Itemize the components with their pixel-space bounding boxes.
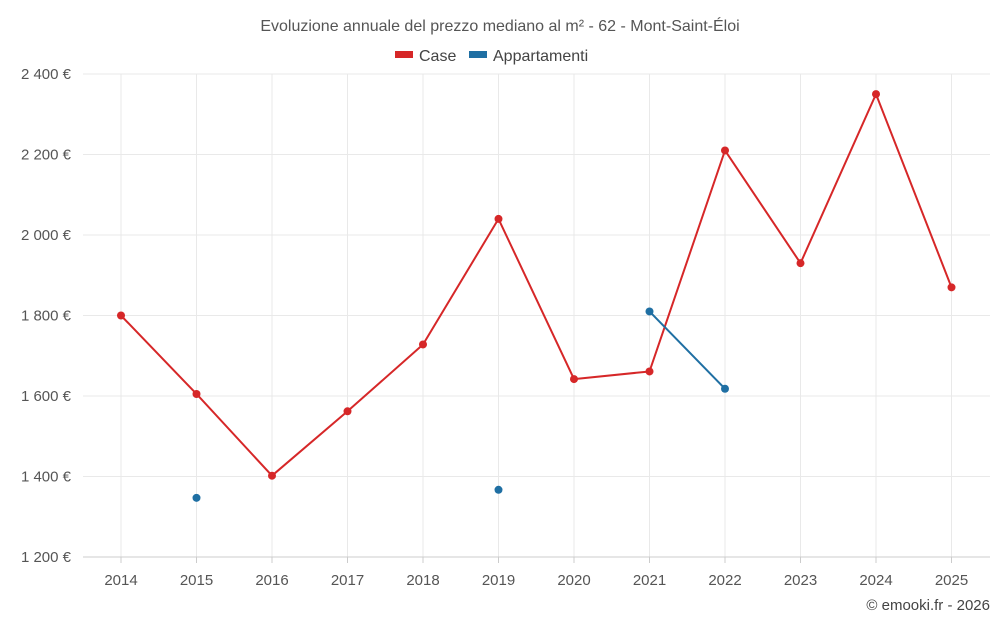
legend[interactable]: Case Appartamenti	[395, 48, 588, 65]
chart-title: Evoluzione annuale del prezzo mediano al…	[260, 16, 739, 35]
legend-label-appartamenti: Appartamenti	[493, 48, 588, 65]
data-point[interactable]	[343, 407, 352, 416]
x-axis-ticks: 2014 2015 2016 2017 2018 2019 2020 2021 2022 2023…	[104, 572, 968, 589]
x-tick-label: 2019	[482, 572, 515, 589]
axes	[83, 556, 990, 563]
data-point[interactable]	[192, 493, 201, 502]
data-point[interactable]	[570, 375, 578, 384]
data-point[interactable]	[192, 389, 201, 398]
series-case	[117, 90, 956, 480]
data-point[interactable]	[645, 307, 654, 316]
legend-item-appartamenti[interactable]: Appartamenti	[469, 48, 588, 65]
data-point[interactable]	[796, 259, 805, 268]
data-point[interactable]	[645, 367, 654, 376]
series-appartamenti	[192, 307, 729, 502]
data-point[interactable]	[494, 214, 503, 223]
y-tick-label: 2 400 €	[21, 66, 72, 83]
x-tick-label: 2014	[104, 572, 137, 589]
x-tick-label: 2016	[255, 572, 288, 589]
legend-item-case[interactable]: Case	[395, 48, 456, 65]
legend-swatch-case	[395, 51, 413, 58]
series-layer	[117, 90, 956, 502]
y-tick-label: 1 200 €	[21, 549, 72, 566]
series-line	[120, 93, 953, 477]
legend-label-case: Case	[419, 48, 456, 65]
x-tick-label: 2017	[331, 572, 364, 589]
x-tick-label: 2022	[708, 572, 741, 589]
x-tick-label: 2015	[180, 572, 213, 589]
x-tick-label: 2024	[859, 572, 892, 589]
x-tick-label: 2021	[633, 572, 666, 589]
credit: © emooki.fr - 2026	[866, 597, 990, 614]
y-axis-ticks: 1 200 € 1 400 € 1 600 € 1 800 € 2 000 € 2 200…	[21, 66, 72, 566]
x-tick-label: 2025	[935, 572, 968, 589]
y-tick-label: 1 600 €	[21, 388, 72, 405]
x-tick-label: 2018	[406, 572, 439, 589]
data-point[interactable]	[872, 90, 880, 99]
x-tick-label: 2023	[784, 572, 817, 589]
series-line	[648, 310, 726, 390]
data-point[interactable]	[947, 283, 956, 292]
data-point[interactable]	[117, 311, 125, 320]
y-tick-label: 1 400 €	[21, 469, 72, 486]
data-point[interactable]	[419, 340, 427, 349]
data-point[interactable]	[268, 471, 276, 480]
y-tick-label: 2 200 €	[21, 147, 72, 164]
y-tick-label: 1 800 €	[21, 308, 72, 325]
legend-swatch-appartamenti	[469, 51, 487, 58]
data-point[interactable]	[721, 384, 729, 393]
data-point[interactable]	[721, 146, 729, 155]
grid	[83, 73, 990, 557]
x-tick-label: 2020	[557, 572, 590, 589]
y-tick-label: 2 000 €	[21, 227, 72, 244]
data-point[interactable]	[494, 485, 503, 494]
